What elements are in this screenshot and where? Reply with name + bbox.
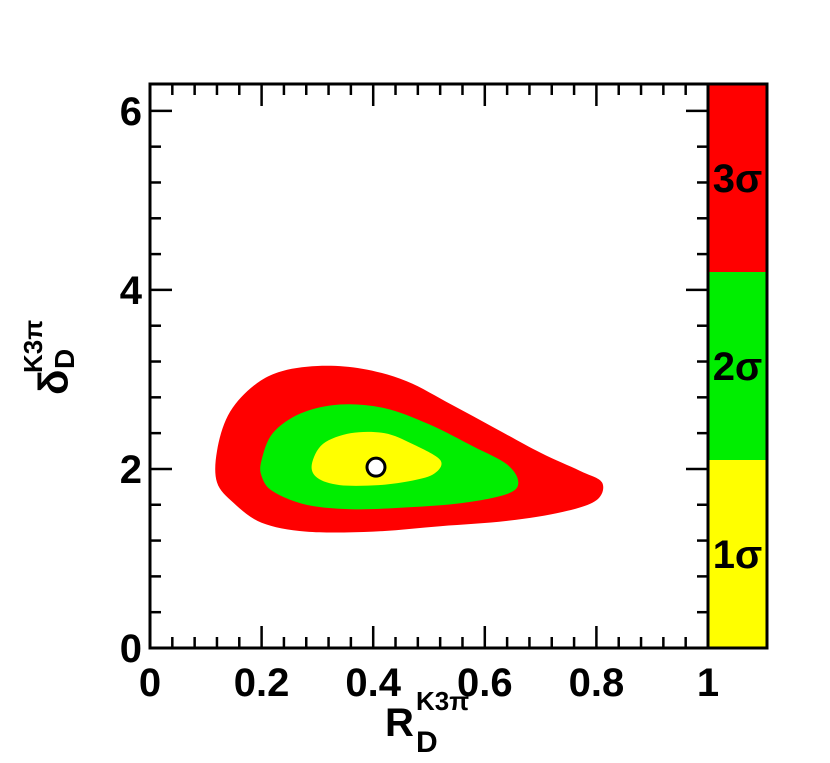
x-tick-label: 1 [697,661,719,705]
x-title-subscript: D [416,726,438,759]
y-tick-label: 6 [120,90,142,134]
axis-ticks [148,84,710,650]
color-scale-bar: 3σ 2σ 1σ [706,82,769,650]
colorbar-label: 3σ [713,157,763,201]
y-tick-label: 0 [120,627,142,671]
colorbar-label: 1σ [713,533,763,577]
x-title-superscript: K3π [416,686,469,716]
colorbar-label: 2σ [713,345,763,389]
colorbar-segment [708,84,767,272]
y-axis-title: δ K3π D [18,320,80,395]
x-tick-label: 0.2 [234,661,290,705]
y-tick-label: 2 [120,448,142,492]
x-tick-label: 0.8 [569,661,625,705]
best-fit-marker [365,456,387,478]
x-tick-label: 0.6 [457,661,513,705]
plot-frame [148,82,710,650]
y-title-subscript: D [49,349,80,369]
x-tick-label: 0 [139,661,161,705]
y-title-superscript: K3π [18,320,48,373]
x-title-main: R [385,701,414,745]
y-tick-label: 4 [120,269,143,313]
confidence-regions [215,365,604,533]
x-tick-label: 0.4 [345,661,401,705]
colorbar-frame [706,82,769,650]
axis-tick-labels: 0 0.2 0.4 0.6 0.8 1 0 2 4 6 [120,90,719,705]
y-title-main: δ [30,370,77,395]
colorbar-segment [708,460,767,648]
colorbar-segment [708,272,767,460]
x-axis-title: R [385,701,414,745]
